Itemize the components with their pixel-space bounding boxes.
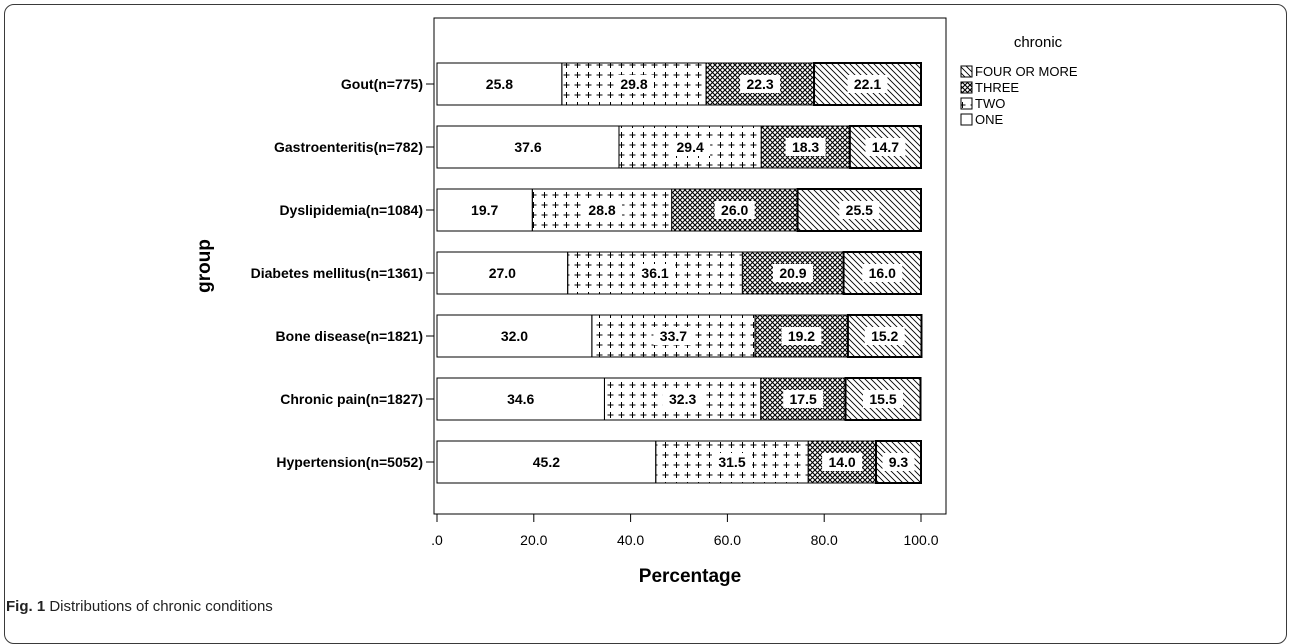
y-tick-label: Bone disease(n=1821) bbox=[276, 328, 423, 344]
data-label: 45.2 bbox=[533, 454, 560, 470]
x-tick-label: 100.0 bbox=[903, 532, 938, 548]
data-label: 32.0 bbox=[501, 328, 528, 344]
data-label: 25.8 bbox=[486, 76, 513, 92]
data-label-bg bbox=[862, 264, 903, 282]
data-label-bg bbox=[781, 327, 822, 345]
bar-segment-one bbox=[436, 62, 563, 106]
data-label: 19.2 bbox=[788, 328, 815, 344]
data-label: 31.5 bbox=[718, 454, 745, 470]
data-label-bg bbox=[613, 75, 654, 93]
data-label: 32.3 bbox=[669, 391, 696, 407]
data-label-bg bbox=[711, 453, 752, 471]
data-label: 14.0 bbox=[828, 454, 855, 470]
x-tick-label: 80.0 bbox=[811, 532, 838, 548]
x-axis-label: Percentage bbox=[639, 566, 741, 587]
caption-fig-label: Fig. 1 bbox=[6, 598, 46, 615]
data-label: 29.8 bbox=[620, 76, 647, 92]
data-label: 14.7 bbox=[872, 139, 899, 155]
data-label: 20.9 bbox=[779, 265, 806, 281]
data-label-bg bbox=[740, 75, 781, 93]
y-axis-label: group bbox=[194, 239, 215, 293]
data-label: 16.0 bbox=[869, 265, 896, 281]
x-tick-label: 60.0 bbox=[714, 532, 741, 548]
y-tick-label: Gout(n=775) bbox=[341, 76, 423, 92]
data-label: 9.3 bbox=[889, 454, 909, 470]
data-label-bg bbox=[847, 75, 888, 93]
bar-segment-four-or-more bbox=[846, 314, 923, 358]
bars-layer: 25.8 29.8 22.3 22.1 37.6 29.4 18.3 14.7 19.7 28.8… bbox=[436, 62, 923, 484]
data-label-bg bbox=[653, 327, 694, 345]
x-tick-label: 40.0 bbox=[617, 532, 644, 548]
y-tick-label: Dyslipidemia(n=1084) bbox=[279, 202, 423, 218]
y-tick-label: Diabetes mellitus(n=1361) bbox=[251, 265, 423, 281]
legend-label: THREE bbox=[975, 80, 1019, 95]
x-tick-label: 20.0 bbox=[520, 532, 547, 548]
legend-title: chronic bbox=[1014, 34, 1063, 51]
data-label-bg bbox=[714, 201, 755, 219]
data-label: 28.8 bbox=[588, 202, 615, 218]
data-label-bg bbox=[882, 453, 915, 471]
bar-segment-one bbox=[436, 188, 533, 232]
legend-label: TWO bbox=[975, 96, 1005, 111]
data-label-bg bbox=[670, 138, 711, 156]
plot-area-frame bbox=[433, 17, 947, 515]
data-label: 37.6 bbox=[514, 139, 541, 155]
y-tick-label: Gastroenteritis(n=782) bbox=[274, 139, 423, 155]
data-label: 22.1 bbox=[854, 76, 881, 92]
legend-swatch bbox=[960, 65, 973, 78]
legend-label: FOUR OR MORE bbox=[975, 64, 1078, 79]
data-label: 25.5 bbox=[846, 202, 873, 218]
data-label-bg bbox=[635, 264, 676, 282]
legend-swatch bbox=[960, 113, 973, 126]
data-label-bg bbox=[772, 264, 813, 282]
data-label: 17.5 bbox=[790, 391, 817, 407]
data-label-bg bbox=[783, 390, 824, 408]
figure-caption: Fig. 1 Distributions of chronic conditio… bbox=[6, 598, 273, 615]
y-tick-label: Chronic pain(n=1827) bbox=[280, 391, 423, 407]
data-label-bg bbox=[582, 201, 623, 219]
data-label-bg bbox=[839, 201, 880, 219]
data-label-bg bbox=[662, 390, 703, 408]
bar-segment-one bbox=[436, 251, 569, 295]
y-axis-labels: Gout(n=775) Gastroenteritis(n=782) Dyslipi… bbox=[251, 76, 434, 470]
data-label: 15.2 bbox=[871, 328, 898, 344]
bar-segment-one bbox=[436, 125, 620, 169]
legend-swatch bbox=[960, 97, 973, 110]
x-axis-ticks: .0 20.0 40.0 60.0 80.0 100.0 bbox=[431, 514, 939, 548]
data-label: 18.3 bbox=[792, 139, 819, 155]
data-label: 29.4 bbox=[677, 139, 704, 155]
x-tick-label: .0 bbox=[431, 532, 443, 548]
data-label-bg bbox=[863, 390, 904, 408]
data-label: 19.7 bbox=[471, 202, 498, 218]
data-label: 26.0 bbox=[721, 202, 748, 218]
data-label-bg bbox=[785, 138, 826, 156]
bar-segment-one bbox=[436, 440, 657, 484]
data-label: 36.1 bbox=[641, 265, 668, 281]
data-label: 33.7 bbox=[660, 328, 687, 344]
legend-swatch bbox=[960, 81, 973, 94]
data-label: 34.6 bbox=[507, 391, 534, 407]
data-label-bg bbox=[865, 138, 906, 156]
data-label-bg bbox=[822, 453, 863, 471]
data-label: 27.0 bbox=[489, 265, 516, 281]
caption-text: Distributions of chronic conditions bbox=[49, 598, 273, 615]
legend-label: ONE bbox=[975, 112, 1004, 127]
data-label: 15.5 bbox=[869, 391, 896, 407]
stacked-bar-chart: 25.8 29.8 22.3 22.1 37.6 29.4 18.3 14.7 19.7 28.8… bbox=[194, 17, 1078, 587]
y-tick-label: Hypertension(n=5052) bbox=[276, 454, 423, 470]
data-label-bg bbox=[864, 327, 905, 345]
data-label: 22.3 bbox=[746, 76, 773, 92]
bar-segment-one bbox=[436, 377, 605, 421]
